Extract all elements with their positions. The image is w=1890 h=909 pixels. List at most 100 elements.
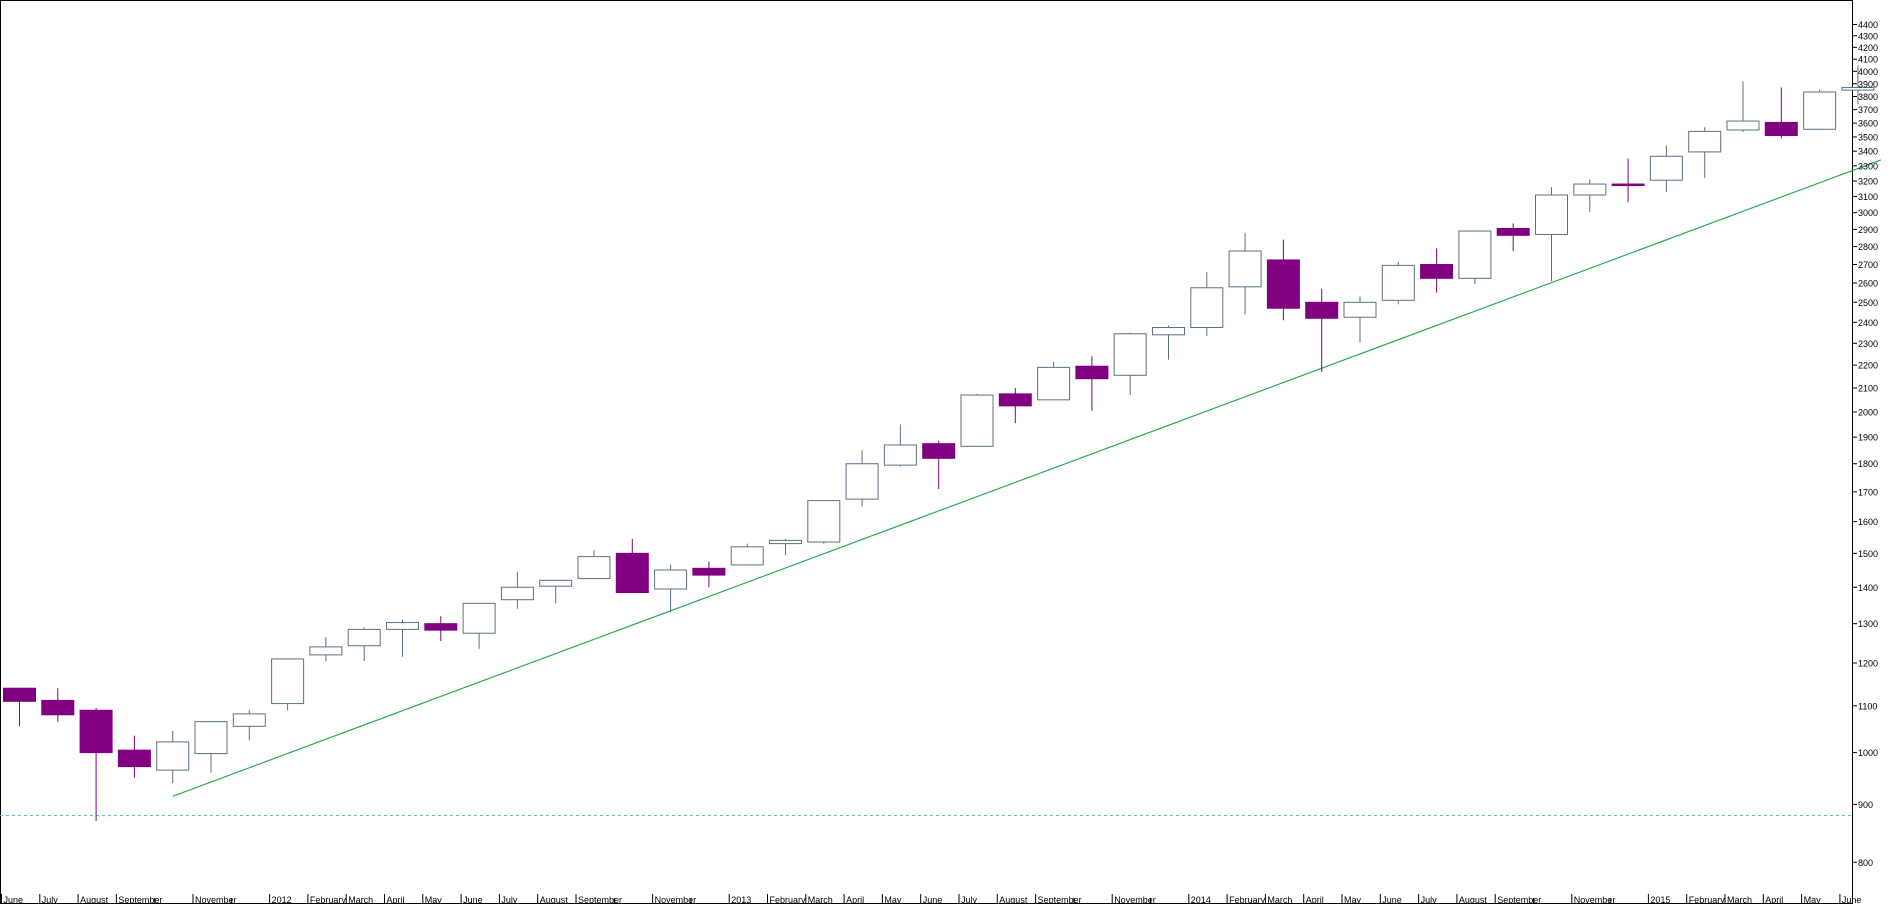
y-tick-label: 3200 bbox=[1858, 176, 1878, 186]
x-tick-label: March bbox=[1727, 895, 1752, 904]
candle bbox=[347, 627, 381, 661]
candle-body bbox=[1726, 120, 1760, 131]
y-tick-label: 2500 bbox=[1858, 298, 1878, 308]
candle-body bbox=[156, 741, 190, 771]
y-tick-label: 1500 bbox=[1858, 549, 1878, 559]
candle-body bbox=[386, 622, 419, 630]
y-tick-label: 2000 bbox=[1858, 407, 1878, 417]
y-tick-label: 3100 bbox=[1858, 192, 1878, 202]
y-tick-label: 2600 bbox=[1858, 279, 1878, 289]
x-tick-label: March bbox=[808, 895, 833, 904]
candle bbox=[692, 561, 726, 588]
candle bbox=[845, 450, 879, 507]
candle bbox=[1688, 127, 1722, 178]
y-tick-label: 4300 bbox=[1858, 31, 1878, 41]
y-tick-label: 4100 bbox=[1858, 55, 1878, 65]
candle-body bbox=[730, 546, 764, 566]
candle-body bbox=[1496, 228, 1530, 236]
candle-body bbox=[1113, 333, 1147, 376]
x-tick-label: July bbox=[1421, 895, 1438, 904]
y-tick-label: 2900 bbox=[1858, 225, 1878, 235]
x-tick-label: July bbox=[42, 895, 59, 904]
y-tick-label: 3700 bbox=[1858, 105, 1878, 115]
y-tick-label: 4200 bbox=[1858, 43, 1878, 53]
candle-body bbox=[1343, 301, 1377, 318]
candle bbox=[1113, 332, 1147, 396]
candle bbox=[3, 687, 36, 727]
candle-body bbox=[1573, 183, 1607, 196]
x-tick-label: 2012 bbox=[272, 895, 292, 904]
candle bbox=[1841, 65, 1875, 105]
candle-body bbox=[1305, 301, 1339, 319]
candle bbox=[615, 538, 649, 594]
x-tick-label: April bbox=[1765, 895, 1783, 904]
y-tick-label: 2700 bbox=[1858, 260, 1878, 270]
x-tick-label: June bbox=[923, 895, 943, 904]
candle bbox=[1190, 271, 1224, 336]
y-tick-label: 3400 bbox=[1858, 147, 1878, 157]
y-tick-label: 3300 bbox=[1858, 161, 1878, 171]
y-tick-label: 1900 bbox=[1858, 433, 1878, 443]
x-tick-label: November bbox=[655, 895, 697, 904]
candle-body bbox=[1841, 87, 1875, 91]
candle bbox=[539, 579, 573, 604]
y-tick-label: 3500 bbox=[1858, 132, 1878, 142]
y-tick-label: 800 bbox=[1858, 858, 1873, 868]
x-tick-label: May bbox=[1344, 895, 1362, 904]
x-tick-label: March bbox=[348, 895, 373, 904]
x-tick-label: August bbox=[540, 895, 569, 904]
candle bbox=[1266, 239, 1300, 321]
candle-body bbox=[1037, 366, 1071, 401]
x-tick-label: November bbox=[195, 895, 237, 904]
candle bbox=[117, 735, 151, 778]
candle-body bbox=[1803, 91, 1837, 130]
y-tick-label: 2400 bbox=[1858, 318, 1878, 328]
candle-body bbox=[232, 713, 266, 727]
candle bbox=[1381, 261, 1415, 305]
candle-body bbox=[1611, 183, 1645, 187]
candle bbox=[1305, 288, 1339, 372]
x-tick-label: 2014 bbox=[1191, 895, 1211, 904]
x-tick-label: September bbox=[118, 895, 162, 904]
candle-body bbox=[539, 579, 573, 587]
candle-body bbox=[1420, 263, 1454, 279]
candle-body bbox=[998, 393, 1032, 407]
x-tick-label: March bbox=[1267, 895, 1292, 904]
candle-body bbox=[577, 556, 611, 580]
candle-body bbox=[1266, 259, 1300, 309]
x-tick-label: September bbox=[1497, 895, 1541, 904]
x-tick-label: August bbox=[999, 895, 1028, 904]
candle bbox=[960, 393, 994, 447]
y-tick-label: 2800 bbox=[1858, 242, 1878, 252]
candle-body bbox=[1190, 287, 1224, 329]
candle bbox=[654, 564, 688, 613]
candle-body bbox=[117, 749, 151, 768]
candle-body bbox=[883, 444, 917, 466]
candle-body bbox=[271, 658, 305, 705]
x-tick-label: July bbox=[961, 895, 978, 904]
candle bbox=[194, 721, 228, 773]
y-tick-label: 3800 bbox=[1858, 92, 1878, 102]
x-tick-label: February bbox=[770, 895, 807, 904]
y-tick-label: 1800 bbox=[1858, 459, 1878, 469]
candle bbox=[41, 688, 75, 722]
y-tick-label: 3000 bbox=[1858, 208, 1878, 218]
candle bbox=[1343, 296, 1377, 343]
candle-body bbox=[462, 602, 496, 634]
x-tick-label: November bbox=[1574, 895, 1616, 904]
y-tick-label: 1100 bbox=[1858, 701, 1877, 711]
candle-body bbox=[654, 569, 688, 590]
x-tick-label: February bbox=[1229, 895, 1266, 904]
candle bbox=[1420, 248, 1454, 293]
candle bbox=[309, 637, 343, 661]
x-tick-label: May bbox=[1804, 895, 1822, 904]
y-tick-label: 3600 bbox=[1858, 119, 1878, 129]
candle bbox=[769, 538, 802, 555]
y-tick-label: 2100 bbox=[1858, 383, 1878, 393]
x-tick-label: April bbox=[387, 895, 405, 904]
candle bbox=[577, 550, 611, 580]
y-tick-label: 4400 bbox=[1858, 20, 1878, 30]
y-tick-label: 900 bbox=[1858, 800, 1873, 810]
x-tick-label: May bbox=[884, 895, 902, 904]
candle bbox=[1152, 325, 1185, 360]
